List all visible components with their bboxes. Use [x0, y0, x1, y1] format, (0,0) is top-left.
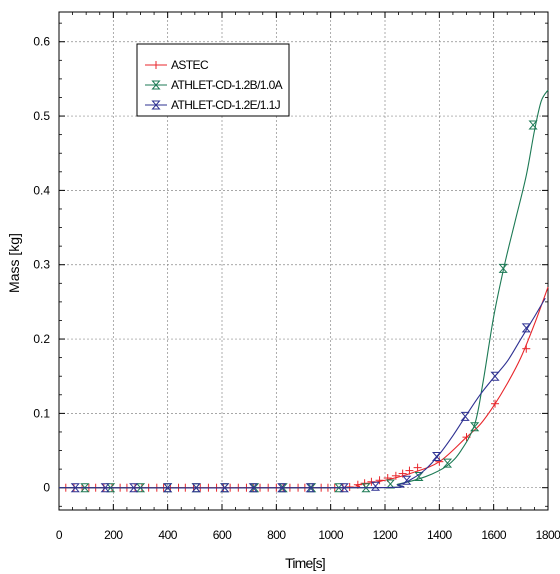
data-point — [498, 263, 508, 273]
x-axis-label: Time[s] — [285, 555, 325, 571]
data-point — [402, 475, 412, 485]
x-tick-label: 1200 — [373, 528, 399, 542]
data-point — [490, 371, 500, 381]
data-point — [470, 422, 480, 432]
data-point — [521, 323, 531, 333]
y-tick-label: 0.3 — [33, 258, 50, 272]
data-point — [220, 483, 230, 493]
x-tick-label: 1400 — [427, 528, 453, 542]
y-tick-label: 0.6 — [33, 35, 50, 49]
y-tick-label: 0 — [43, 481, 50, 495]
x-tick-label: 600 — [213, 528, 232, 542]
series-2 — [58, 89, 549, 493]
data-point — [370, 481, 381, 491]
data-point — [163, 483, 173, 493]
legend-item: ATHLET-CD-1.2B/1.0A — [145, 78, 283, 92]
legend-label: ATHLET-CD-1.2B/1.0A — [171, 78, 283, 92]
data-point — [432, 451, 442, 461]
data-point — [191, 483, 201, 493]
y-axis-ticks: 0 0.1 0.2 0.3 0.4 0.5 0.6 — [33, 22, 548, 507]
data-point — [100, 483, 110, 493]
data-point — [442, 458, 453, 468]
plot-frame — [58, 11, 549, 511]
x-tick-label: 200 — [104, 528, 123, 542]
series-1 — [58, 286, 549, 492]
series-line — [58, 89, 549, 489]
gridlines — [59, 12, 548, 510]
series-line — [58, 286, 549, 489]
y-tick-label: 0.1 — [33, 406, 50, 420]
legend-item: ATHLET-CD-1.2E/1.1J — [145, 98, 281, 112]
legend-marker — [152, 61, 160, 69]
data-point — [528, 120, 538, 130]
series-3 — [58, 297, 546, 493]
data-point — [129, 483, 139, 493]
data-point — [70, 483, 80, 493]
y-tick-label: 0.5 — [33, 109, 50, 123]
x-tick-label: 1000 — [318, 528, 344, 542]
legend-box — [136, 43, 290, 117]
legend-item: ASTEC — [145, 58, 210, 72]
plot-border — [58, 11, 549, 511]
legend-label: ASTEC — [171, 58, 209, 72]
data-point — [522, 344, 531, 353]
data-point — [339, 483, 349, 493]
y-tick-label: 0.2 — [33, 332, 50, 346]
data-point — [248, 483, 258, 493]
x-tick-label: 800 — [267, 528, 286, 542]
data-point — [413, 463, 422, 472]
data-point — [345, 482, 354, 491]
data-point — [277, 483, 287, 493]
x-tick-label: 0 — [56, 528, 63, 542]
x-tick-label: 400 — [158, 528, 177, 542]
legend-marker — [151, 80, 161, 90]
legend-marker — [151, 100, 161, 110]
y-tick-label: 0.4 — [33, 183, 50, 197]
x-axis-ticks: 0 200 400 600 800 1000 1200 1400 1600 1800 — [56, 12, 560, 542]
data-point — [491, 399, 500, 408]
legend: ASTEC ATHLET-CD-1.2B/1.0A ATHLET-CD-1.2E/1… — [136, 43, 290, 117]
data-point — [391, 471, 400, 480]
data-point — [385, 479, 396, 489]
x-tick-label: 1800 — [536, 528, 560, 542]
data-point — [460, 411, 470, 421]
data-point — [405, 466, 414, 475]
x-tick-label: 1600 — [481, 528, 507, 542]
series-group — [58, 89, 549, 493]
y-axis-label: Mass [kg] — [6, 233, 22, 293]
data-point — [305, 483, 315, 493]
legend-label: ATHLET-CD-1.2E/1.1J — [171, 98, 281, 112]
series-line — [58, 297, 546, 489]
data-point — [375, 476, 384, 485]
